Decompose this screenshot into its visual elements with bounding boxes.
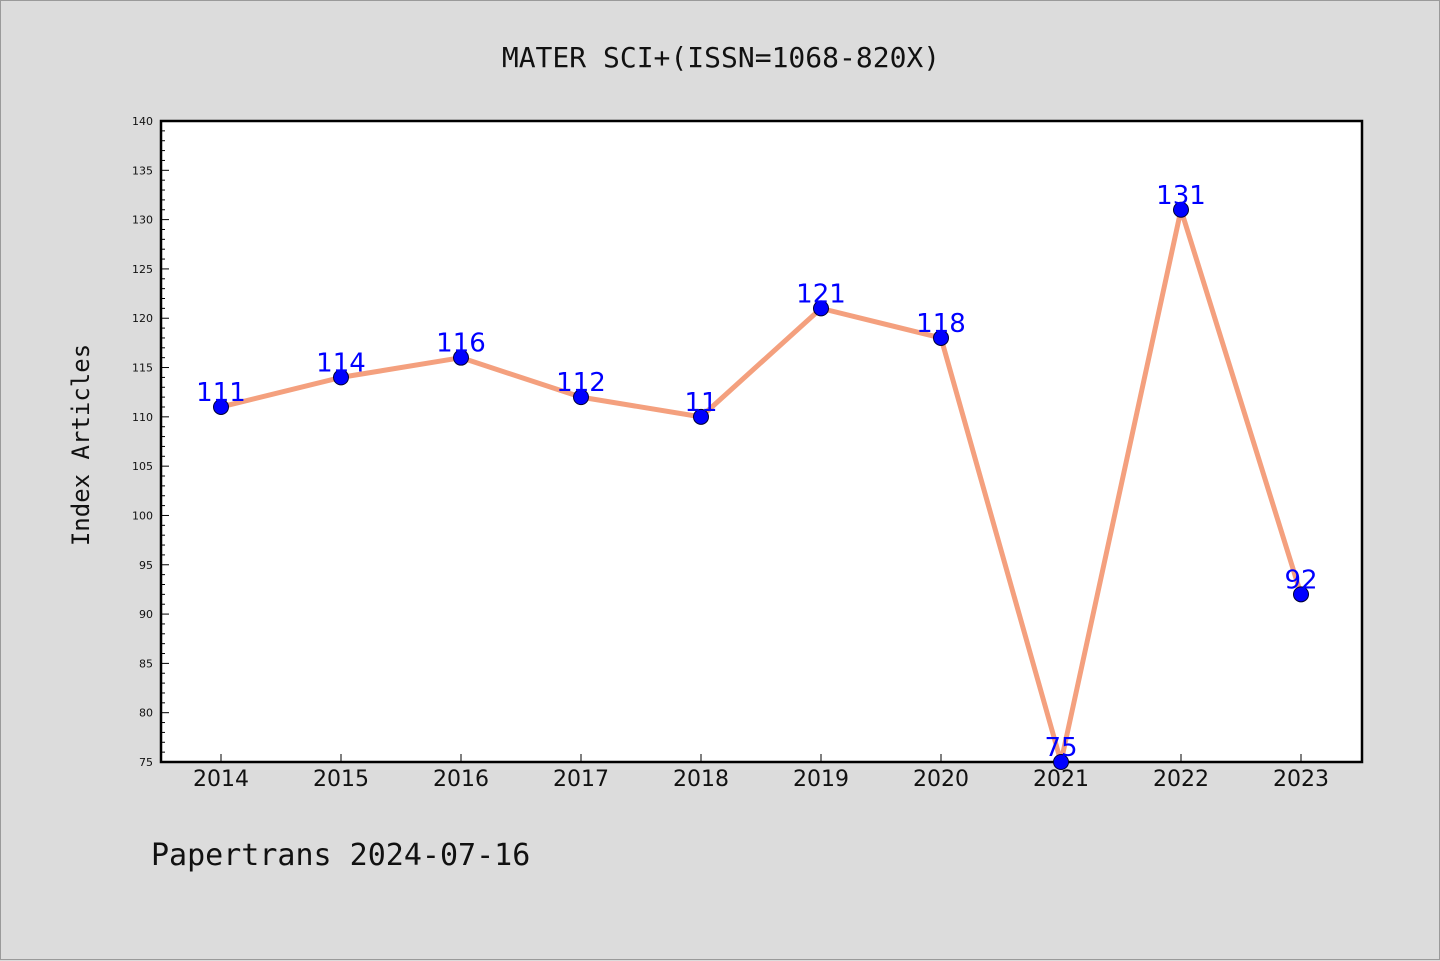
data-label: 121 [796, 279, 846, 309]
x-tick-label: 2014 [193, 767, 249, 792]
y-tick-label: 80 [139, 707, 153, 720]
data-labels: 111 114 116 112 11 121 118 75 131 92 [196, 181, 1317, 763]
y-tick-label: 100 [132, 509, 153, 522]
data-label: 112 [556, 368, 606, 398]
data-points [213, 201, 1309, 770]
y-tick-label: 130 [132, 214, 153, 227]
data-point [573, 389, 589, 406]
data-label: 114 [316, 348, 366, 378]
x-tick-label: 2015 [313, 767, 369, 792]
y-tick-label: 125 [132, 263, 153, 276]
data-label: 118 [916, 309, 966, 339]
y-tick-label: 75 [139, 756, 153, 769]
footer-text: Papertrans 2024-07-16 [151, 838, 530, 873]
y-tick-label: 105 [132, 460, 153, 473]
chart-title: MATER SCI+(ISSN=1068-820X) [502, 41, 940, 74]
y-tick-label: 115 [132, 362, 153, 375]
y-tick-label: 110 [132, 411, 153, 424]
data-point [213, 398, 229, 415]
data-point [933, 329, 949, 346]
y-tick-label: 135 [132, 164, 153, 177]
data-point [1293, 586, 1309, 603]
data-point [453, 349, 469, 366]
y-axis-label: Index Articles [67, 344, 95, 546]
x-tick-label: 2019 [793, 767, 849, 792]
y-tick-label: 90 [139, 608, 153, 621]
x-tick-label: 2021 [1033, 767, 1089, 792]
y-tick-label: 120 [132, 312, 153, 325]
x-tick-label: 2020 [913, 767, 969, 792]
series-line [220, 207, 1304, 765]
y-tick-label: 95 [139, 559, 153, 572]
x-tick-label: 2016 [433, 767, 489, 792]
x-tick-label: 2023 [1273, 767, 1329, 792]
data-label: 11 [684, 388, 717, 418]
data-label: 131 [1156, 181, 1206, 211]
y-tick-label: 85 [139, 657, 153, 670]
plot-area [159, 119, 1364, 764]
data-label: 111 [196, 378, 246, 408]
y-tick-label: 140 [132, 115, 153, 128]
data-point [1173, 201, 1189, 218]
x-tick-label: 2018 [673, 767, 729, 792]
data-point [333, 369, 349, 386]
x-tick-label: 2017 [553, 767, 609, 792]
data-label: 75 [1044, 733, 1077, 763]
data-point [693, 408, 709, 425]
data-point [1053, 754, 1069, 770]
series-line-group [220, 207, 1304, 765]
x-axis-ticks: 2014 2015 2016 2017 2018 2019 2020 2021 2022 2023 [193, 754, 1329, 792]
data-point [813, 300, 829, 317]
data-label: 92 [1284, 565, 1317, 595]
x-tick-label: 2022 [1153, 767, 1209, 792]
data-label: 116 [436, 329, 486, 359]
y-axis-ticks: 75 80 85 90 95 100 105 110 115 120 125 130 135 140 [132, 115, 169, 769]
